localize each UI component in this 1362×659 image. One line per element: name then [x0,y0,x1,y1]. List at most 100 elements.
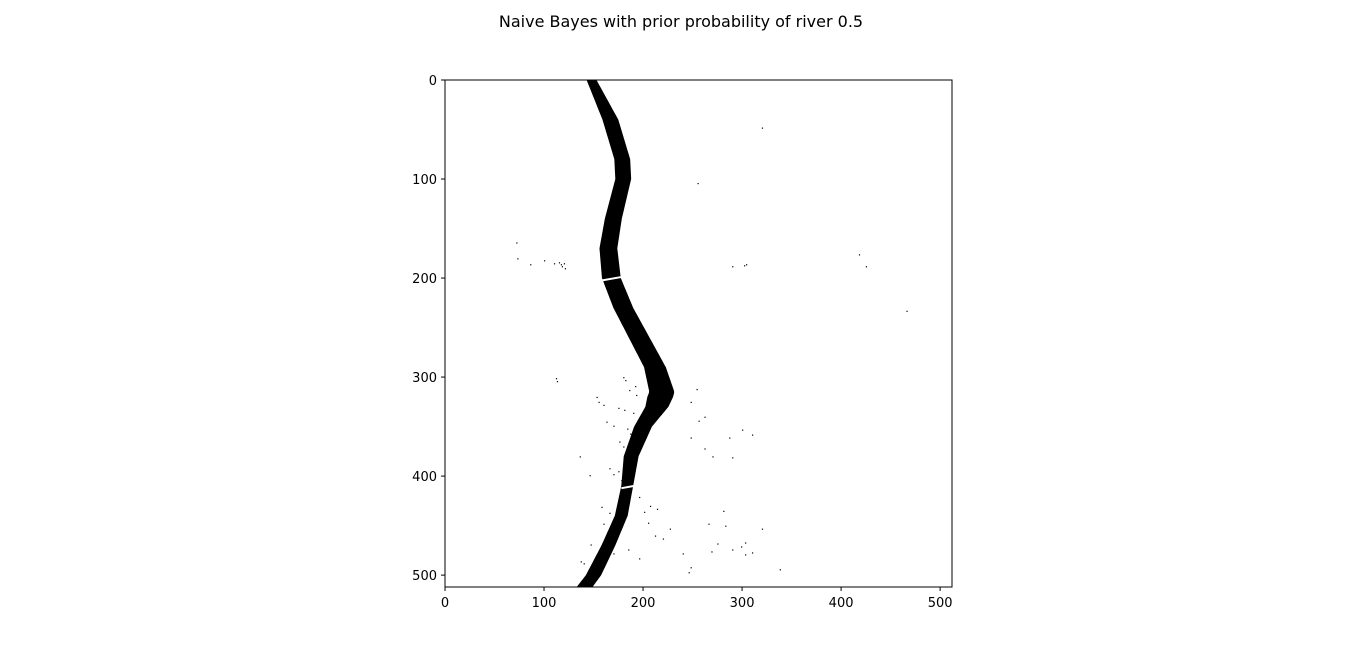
noise-pixel [623,377,625,379]
noise-pixel [662,538,665,540]
classification-image [516,80,908,587]
noise-pixel [690,567,692,569]
x-tick-label: 0 [441,596,449,611]
noise-pixel [647,381,650,383]
plot-area [444,79,953,588]
noise-pixel [708,523,710,525]
y-tick-label: 300 [412,371,437,386]
noise-pixel [744,265,746,267]
noise-pixel [556,381,559,383]
noise-pixel [704,416,706,418]
noise-pixel [647,522,650,524]
noise-pixel [698,420,700,422]
noise-pixel [516,242,518,244]
y-axis: 0 100 200 300 400 500 [412,74,445,584]
plot-frame [444,79,953,588]
y-tick-label: 500 [412,569,437,584]
noise-pixel [609,468,611,470]
x-tick-label: 300 [730,596,755,611]
noise-pixel [751,434,754,436]
noise-pixel [636,394,638,397]
noise-pixel [711,551,713,553]
noise-pixel [609,512,611,514]
y-tick-label: 400 [412,470,437,485]
noise-pixel [563,263,566,265]
noise-pixel [639,496,641,499]
noise-pixel [629,389,631,392]
noise-pixel [690,437,692,439]
noise-pixel [654,535,657,537]
river-gap [598,276,622,282]
noise-pixel [603,523,605,525]
noise-pixel [761,528,764,530]
noise-pixel [779,569,781,571]
noise-pixel [589,475,591,477]
noise-pixel [619,496,621,499]
noise-pixel [644,511,646,513]
noise-pixel [649,505,652,508]
noise-pixel [544,260,546,262]
noise-pixel [628,549,630,551]
noise-pixel [690,401,692,404]
noise-pixel [555,378,558,380]
noise-pixel [669,528,671,530]
noise-pixel [745,554,747,556]
noise-pixel [530,264,532,266]
noise-pixel [732,457,734,459]
noise-pixel [630,457,632,459]
noise-pixel [761,127,764,129]
noise-pixel [558,262,561,264]
noise-pixel [865,266,868,268]
chart-title: Naive Bayes with prior probability of ri… [499,12,863,31]
noise-pixel [751,552,754,554]
y-tick-label: 0 [429,74,437,89]
noise-pixel [704,448,706,450]
noise-pixel [717,543,719,545]
noise-pixel [601,506,603,508]
noise-pixel [732,266,734,268]
noise-pixel [564,268,567,270]
noise-pixel [580,561,582,563]
noise-pixel [598,401,600,404]
noise-pixel [613,553,615,555]
noise-pixel [553,263,556,265]
river-gap [621,484,636,490]
noise-pixel [725,525,727,527]
noise-pixel [583,563,585,565]
noise-pixel [741,546,743,548]
noise-pixel [561,266,564,268]
noise-pixel [697,182,699,185]
noise-pixel [746,264,748,266]
y-tick-label: 100 [412,173,437,188]
noise-pixel [606,421,608,423]
noise-pixel [723,510,725,512]
noise-pixel [613,474,615,476]
noise-pixel [729,437,731,439]
noise-pixel [613,425,615,427]
x-tick-label: 100 [532,596,557,611]
noise-pixel [633,412,635,414]
noise-pixel [742,429,744,431]
noise-pixel [630,433,632,435]
noise-pixel [560,264,563,266]
noise-pixel [624,409,626,411]
x-axis: 0 100 200 300 400 500 [441,587,953,611]
plot-background [445,80,952,587]
x-tick-label: 400 [829,596,854,611]
noise-pixel [712,456,714,458]
noise-pixel [618,407,620,409]
noise-pixel [627,428,629,430]
noise-pixel [656,508,659,510]
noise-pixel [858,254,861,256]
noise-pixel [517,258,519,260]
x-tick-label: 500 [928,596,953,611]
noise-pixel [635,385,637,388]
noise-pixel [623,446,625,448]
noise-pixel [579,456,581,458]
noise-pixel [618,471,620,473]
noise-pixel [619,441,621,443]
noise-pixel [688,572,690,574]
noise-pixel [603,404,605,406]
y-tick-label: 200 [412,272,437,287]
